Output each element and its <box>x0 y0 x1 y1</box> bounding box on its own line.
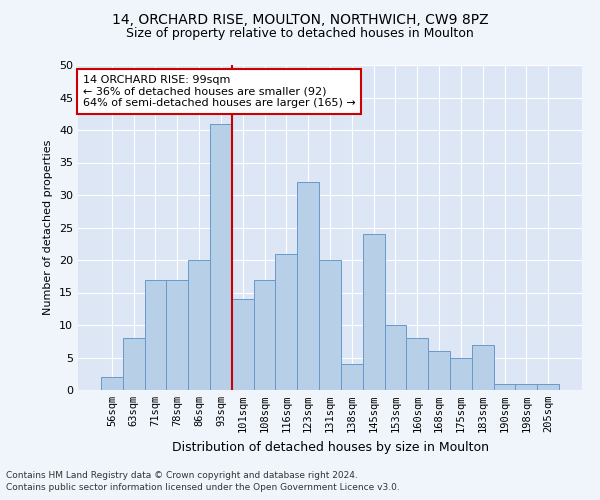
Bar <box>254 280 275 390</box>
Text: Contains HM Land Registry data © Crown copyright and database right 2024.: Contains HM Land Registry data © Crown c… <box>6 471 358 480</box>
Bar <box>494 384 515 390</box>
Text: Contains public sector information licensed under the Open Government Licence v3: Contains public sector information licen… <box>6 484 400 492</box>
Bar <box>101 377 123 390</box>
Bar <box>319 260 341 390</box>
Bar <box>515 384 537 390</box>
Bar <box>123 338 145 390</box>
Bar <box>472 344 494 390</box>
Text: 14, ORCHARD RISE, MOULTON, NORTHWICH, CW9 8PZ: 14, ORCHARD RISE, MOULTON, NORTHWICH, CW… <box>112 12 488 26</box>
Bar <box>428 351 450 390</box>
Bar <box>363 234 385 390</box>
Text: Size of property relative to detached houses in Moulton: Size of property relative to detached ho… <box>126 28 474 40</box>
Text: 14 ORCHARD RISE: 99sqm
← 36% of detached houses are smaller (92)
64% of semi-det: 14 ORCHARD RISE: 99sqm ← 36% of detached… <box>83 74 356 108</box>
Bar <box>166 280 188 390</box>
Bar <box>145 280 166 390</box>
Bar <box>275 254 297 390</box>
Bar <box>232 299 254 390</box>
Bar <box>210 124 232 390</box>
X-axis label: Distribution of detached houses by size in Moulton: Distribution of detached houses by size … <box>172 440 488 454</box>
Bar <box>537 384 559 390</box>
Bar <box>297 182 319 390</box>
Y-axis label: Number of detached properties: Number of detached properties <box>43 140 53 315</box>
Bar <box>385 325 406 390</box>
Bar <box>188 260 210 390</box>
Bar <box>341 364 363 390</box>
Bar <box>406 338 428 390</box>
Bar <box>450 358 472 390</box>
